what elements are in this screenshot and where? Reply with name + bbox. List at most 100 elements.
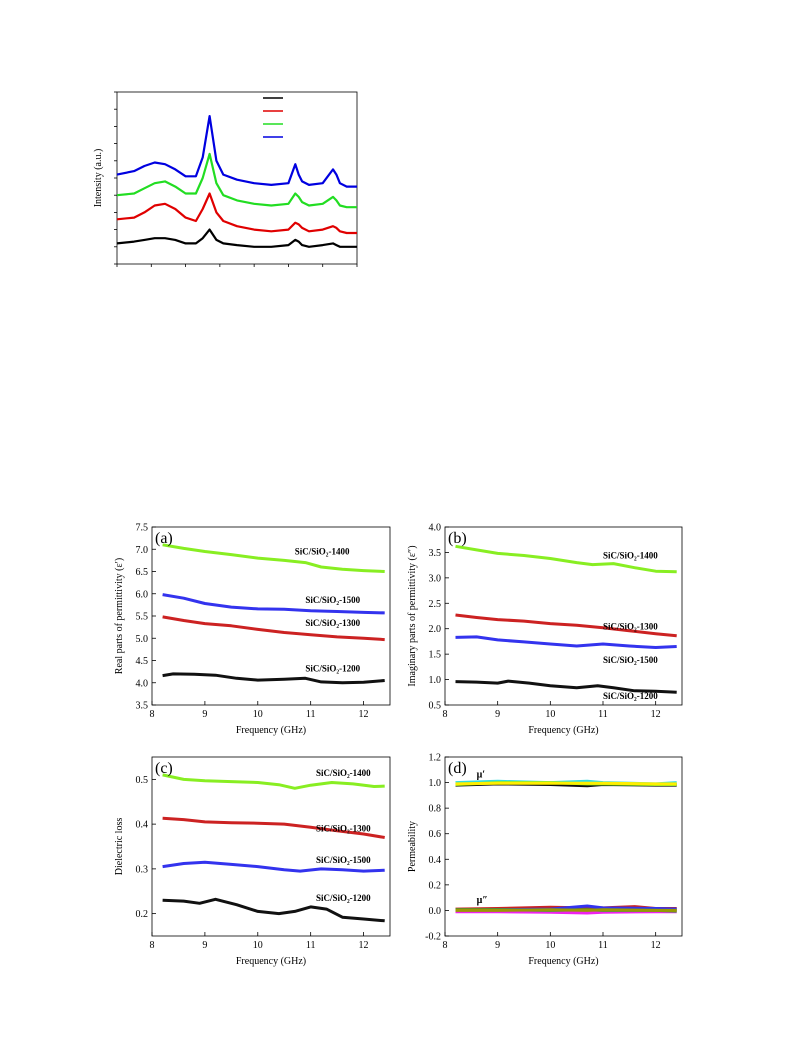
series-line: [162, 816, 385, 839]
series-line: [162, 672, 385, 685]
series-label: SiC/SiO₂-1300: [603, 622, 658, 632]
x-tick-label: 12: [651, 709, 661, 720]
y-tick-label: 7.0: [136, 545, 149, 556]
x-axis-label: Frequency (GHz): [528, 956, 598, 967]
series-line: [162, 615, 385, 642]
series-label: SiC/SiO₂-1200: [316, 893, 371, 903]
x-tick-label: 10: [545, 940, 555, 951]
y-tick-label: 7.5: [136, 523, 149, 534]
x-tick-label: 9: [495, 709, 500, 720]
series-label: SiC/SiO₂-1400: [316, 768, 371, 778]
series-line: [162, 773, 385, 790]
y-tick-label: 2.0: [429, 624, 442, 635]
chart-b: SiC/SiO₂-1400 SiC/SiO₂-1300 SiC/SiO₂-1500 S…: [407, 523, 683, 736]
x-tick-label: 10: [253, 709, 263, 720]
x-tick-label: 10: [545, 709, 555, 720]
x-tick-label: 11: [306, 709, 316, 720]
annotation-label: μ′: [477, 769, 486, 780]
y-tick-label: 0.0: [429, 906, 442, 917]
x-tick-label: 12: [651, 940, 661, 951]
y-tick-label: 0.2: [136, 909, 149, 920]
y-tick-label: 1.5: [429, 650, 442, 661]
x-tick-label: 9: [202, 709, 207, 720]
x-tick-label: 8: [443, 709, 448, 720]
y-axis-label: Dielectric loss: [114, 818, 125, 876]
x-tick-label: 9: [495, 940, 500, 951]
series-label: SiC/SiO₂-1500: [305, 595, 360, 605]
series-label: SiC/SiO₂-1200: [305, 664, 360, 674]
x-axis-label: Frequency (GHz): [528, 725, 598, 736]
series-line: [455, 679, 677, 694]
y-tick-label: 3.5: [136, 701, 149, 712]
chart-c: SiC/SiO₂-1400 SiC/SiO₂-1300 SiC/SiO₂-1500 S…: [114, 756, 391, 967]
series-label: SiC/SiO₂-1300: [316, 824, 371, 834]
y-tick-label: 0.4: [136, 820, 149, 831]
x-axis-label: Frequency (GHz): [236, 725, 306, 736]
series-label: SiC/SiO₂-1400: [295, 547, 350, 557]
panel-label: (c): [155, 760, 173, 777]
series-line: [162, 860, 385, 873]
y-tick-label: 0.4: [429, 855, 442, 866]
x-tick-label: 11: [598, 940, 608, 951]
annotation-label: μ″: [477, 895, 488, 906]
y-axis-label: Intensity (a.u.): [93, 149, 104, 208]
series-line: [162, 593, 385, 615]
y-tick-label: 2.5: [429, 599, 442, 610]
x-tick-label: 12: [359, 709, 369, 720]
chart-d: 8 9 10 11 12 -0.2 0.0 0.2 0.4 0.6 0.8 1.0 1.2 Frequen…: [407, 753, 683, 967]
y-tick-label: -0.2: [425, 932, 441, 943]
series-label: SiC/SiO₂-1400: [603, 551, 658, 561]
chart-xrd: Intensity (a.u.): [93, 91, 358, 267]
series-line: [116, 152, 357, 209]
series-label: SiC/SiO₂-1200: [603, 691, 658, 701]
series-line: [116, 114, 357, 188]
series-line: [116, 192, 357, 235]
panel-label: (a): [155, 530, 173, 547]
series-line: [455, 613, 677, 638]
y-tick-label: 5.5: [136, 612, 149, 623]
y-tick-label: 0.8: [429, 804, 442, 815]
plot-frame: [151, 756, 391, 937]
x-tick-label: 12: [359, 940, 369, 951]
y-tick-label: 1.0: [429, 675, 442, 686]
x-axis-label: Frequency (GHz): [236, 956, 306, 967]
series-line: [116, 228, 357, 248]
series-line: [455, 908, 677, 912]
y-tick-label: 4.5: [136, 656, 149, 667]
x-tick-label: 11: [598, 709, 608, 720]
y-tick-label: 6.5: [136, 567, 149, 578]
y-tick-label: 6.0: [136, 589, 149, 600]
series-line: [162, 543, 385, 573]
y-tick-label: 0.3: [136, 864, 149, 875]
y-tick-label: 5.0: [136, 634, 149, 645]
y-axis-label: Real parts of permittivity (ε′): [114, 558, 125, 674]
y-tick-label: 4.0: [136, 678, 149, 689]
y-tick-label: 0.2: [429, 880, 442, 891]
plot-frame: [444, 756, 683, 937]
series-line: [455, 781, 677, 786]
y-axis-label: Imaginary parts of permittivity (ε″): [407, 545, 418, 686]
y-tick-label: 0.6: [429, 829, 442, 840]
series-label: SiC/SiO₂-1300: [305, 618, 360, 628]
chart-a: SiC/SiO₂-1400 SiC/SiO₂-1500 SiC/SiO₂-1300 S…: [114, 523, 391, 736]
x-tick-label: 9: [202, 940, 207, 951]
series-line: [455, 635, 677, 649]
x-tick-label: 8: [443, 940, 448, 951]
x-tick-label: 8: [150, 709, 155, 720]
x-tick-label: 11: [306, 940, 316, 951]
y-tick-label: 3.5: [429, 548, 442, 559]
y-tick-label: 0.5: [136, 775, 149, 786]
panel-label: (b): [448, 530, 467, 547]
plot-frame: [444, 526, 683, 706]
series-label: SiC/SiO₂-1500: [603, 655, 658, 665]
y-axis-label: Permeability: [407, 821, 418, 872]
y-tick-label: 1.0: [429, 778, 442, 789]
y-tick-label: 4.0: [429, 523, 442, 534]
panel-label: (d): [448, 760, 467, 777]
y-tick-label: 1.2: [429, 753, 442, 764]
y-tick-label: 0.5: [429, 701, 442, 712]
series-label: SiC/SiO₂-1500: [316, 855, 371, 865]
x-tick-label: 10: [253, 940, 263, 951]
series-line: [162, 897, 385, 923]
